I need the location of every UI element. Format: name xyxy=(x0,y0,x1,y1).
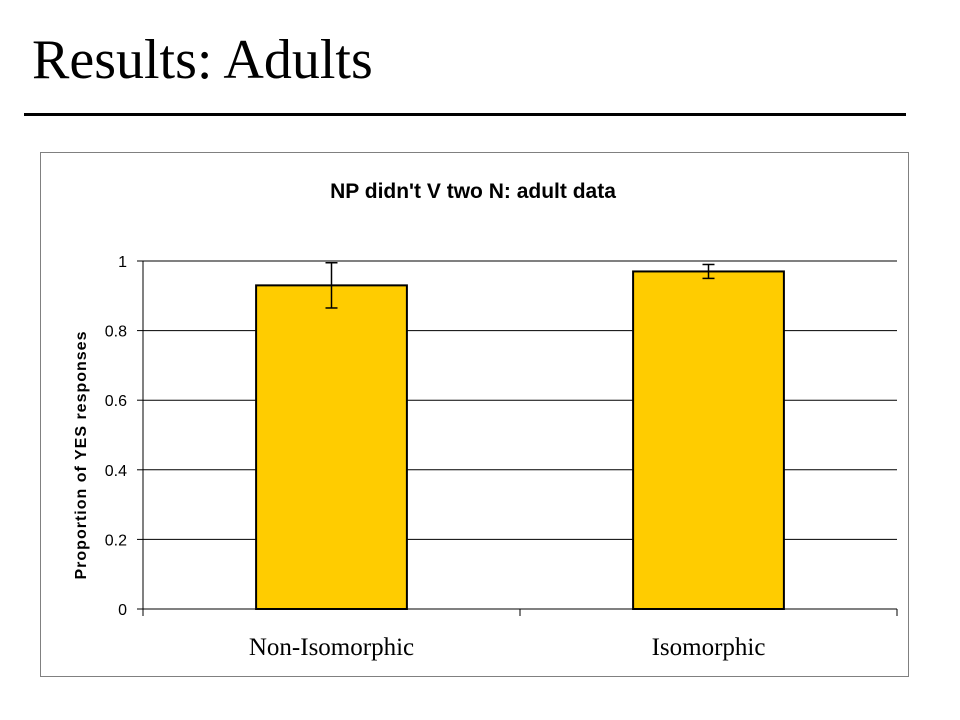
chart-frame: NP didn't V two N: adult data Proportion… xyxy=(40,152,909,677)
y-tick-label: 0.8 xyxy=(105,324,127,341)
y-tick-label: 0.2 xyxy=(105,532,127,549)
y-tick-label: 0.4 xyxy=(105,463,127,480)
chart-title: NP didn't V two N: adult data xyxy=(330,180,616,203)
bars xyxy=(255,261,785,611)
y-tick-label: 1 xyxy=(118,254,127,271)
x-category-label: Non-Isomorphic xyxy=(249,634,414,661)
slide-title: Results: Adults xyxy=(32,29,373,91)
y-axis-label: Proportion of YES responses xyxy=(73,331,90,580)
bar xyxy=(632,270,785,610)
axes: 0 0.2 0.4 0.6 0.8 1 Non-Isomorphic Isomorphic xyxy=(105,254,898,661)
bar xyxy=(255,284,408,611)
bar-chart: NP didn't V two N: adult data Proportion… xyxy=(73,180,898,661)
y-tick-label: 0.6 xyxy=(105,393,127,410)
x-category-label: Isomorphic xyxy=(652,634,766,661)
title-underline xyxy=(24,113,906,116)
y-tick-label: 0 xyxy=(118,602,127,619)
